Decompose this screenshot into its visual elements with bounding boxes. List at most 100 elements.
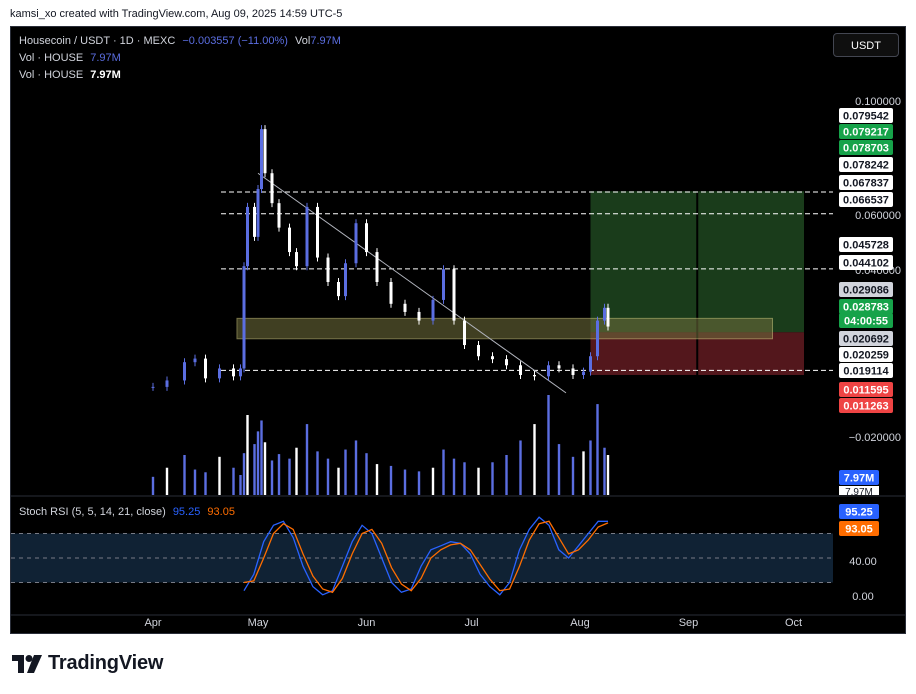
chart-canvas[interactable]: 0.1000000.0600000.040000−0.0200000.07954…: [11, 27, 906, 634]
volume-label-badge: [839, 470, 879, 485]
volume-bar: [295, 447, 298, 495]
x-axis-tick-label: Sep: [679, 617, 699, 629]
price-label-text: 0.028783: [843, 302, 889, 314]
x-axis-tick-label: May: [248, 617, 269, 629]
price-label-badge: [839, 175, 893, 190]
candle-body: [477, 345, 480, 357]
price-label-text: 0.020259: [843, 350, 889, 362]
candle-body: [417, 311, 421, 321]
price-label-text: 0.045728: [843, 240, 889, 252]
volume-bar: [431, 467, 435, 495]
candle-body: [505, 359, 508, 366]
candle-body: [239, 368, 242, 377]
candle-body: [375, 252, 379, 282]
volume-bar: [557, 444, 561, 495]
volume-bar: [232, 467, 235, 495]
price-change: −0.003557 (−11.00%): [182, 35, 288, 47]
volume-bar: [183, 455, 186, 495]
y-axis-tick-label: −0.020000: [849, 432, 901, 444]
currency-button[interactable]: USDT: [833, 33, 899, 57]
volume-legend-value: 7.97M: [90, 69, 121, 81]
volume-label-badge: [839, 486, 879, 495]
price-label-text: 0.079542: [843, 111, 889, 123]
volume-bar: [365, 453, 368, 495]
candle-body: [288, 227, 291, 253]
volume-label-text: 7.97M: [844, 473, 875, 485]
x-axis-tick-label: Aug: [570, 617, 590, 629]
price-label-text: 0.078703: [843, 143, 889, 155]
candle-body: [260, 129, 263, 190]
candle-body: [547, 365, 550, 377]
candle-body: [582, 371, 585, 375]
price-label-badge: [839, 124, 893, 139]
volume-bar: [242, 453, 246, 495]
volume-bar: [571, 456, 575, 495]
candle-body: [326, 257, 330, 282]
symbol-legend: Housecoin / USDT · 1D · MEXC −0.003557 (…: [19, 35, 341, 47]
candle-body: [305, 206, 309, 267]
chart-caption: kamsi_xo created with TradingView.com, A…: [10, 8, 343, 20]
tradingview-logo-icon: [12, 654, 42, 673]
volume-bar: [337, 467, 340, 495]
price-label-badge: [839, 398, 893, 413]
volume-bar: [417, 471, 421, 495]
chart-frame[interactable]: 0.100000 0.060000 0.040000 −0.020000 0.07954…: [10, 26, 906, 634]
volume-bar: [260, 420, 263, 495]
volume-bar: [326, 458, 330, 495]
candle-body: [596, 320, 599, 357]
price-label-badge: [839, 192, 893, 207]
candle-body: [263, 129, 267, 174]
candle-body: [193, 358, 197, 363]
stoch-value-text: 93.05: [845, 524, 873, 536]
candle-body: [344, 263, 347, 297]
price-label-text: 0.079217: [843, 127, 889, 139]
price-label-badge: [839, 313, 893, 328]
volume-bar: [151, 476, 155, 495]
candle-body: [603, 307, 606, 321]
stoch-legend-d: 93.05: [207, 506, 235, 518]
candle-body: [365, 223, 368, 253]
y-axis-tick-label: 0.060000: [855, 210, 901, 222]
stoch-value-badge: [839, 504, 879, 519]
volume-bar: [354, 440, 358, 495]
price-label-badge: [839, 347, 893, 362]
volume-legend-value: 7.97M: [90, 52, 121, 64]
range-box: [236, 317, 773, 340]
candle-body: [246, 206, 249, 267]
candle-body: [151, 386, 155, 388]
volume-label-text: 7.97M: [845, 487, 873, 498]
volume-bar: [344, 449, 347, 495]
volume-bar: [316, 451, 319, 495]
stoch-legend-title: Stoch RSI (5, 5, 14, 21, close): [19, 506, 166, 518]
candle-body: [232, 368, 235, 377]
price-label-badge: [839, 363, 893, 378]
vol-prefix: Vol: [295, 35, 311, 47]
candle-body: [431, 299, 435, 321]
price-label-badge: [839, 255, 893, 270]
volume-bar: [477, 467, 480, 495]
price-label-text: 0.066537: [843, 195, 889, 207]
volume-bar: [547, 395, 550, 495]
volume-legend-2: Vol · HOUSE 7.97M: [19, 69, 121, 81]
price-label-badge: [839, 157, 893, 172]
brand-logo: TradingView: [12, 652, 163, 675]
candle-body: [519, 365, 522, 375]
price-label-text: 0.011595: [843, 385, 888, 397]
volume-bar: [165, 467, 169, 495]
candle-body: [403, 303, 407, 312]
brand-name: TradingView: [48, 652, 164, 674]
x-axis-tick-label: Oct: [785, 617, 802, 629]
price-label-text: 0.029086: [843, 285, 889, 297]
candle-body: [253, 206, 256, 237]
candle-body: [295, 252, 298, 267]
vol-value: 7.97M: [310, 35, 341, 47]
price-label-text: 0.011263: [843, 401, 888, 413]
stoch-value-text: 95.25: [845, 507, 873, 519]
candle-body: [204, 358, 207, 379]
stoch-legend-k: 95.25: [172, 506, 201, 518]
volume-bar: [246, 415, 249, 495]
stoch-axis-tick-label: 40.00: [849, 556, 877, 568]
symbol-label: Housecoin / USDT · 1D · MEXC: [19, 35, 176, 47]
stoch-k-line: [243, 516, 608, 596]
candle-body: [491, 356, 494, 360]
